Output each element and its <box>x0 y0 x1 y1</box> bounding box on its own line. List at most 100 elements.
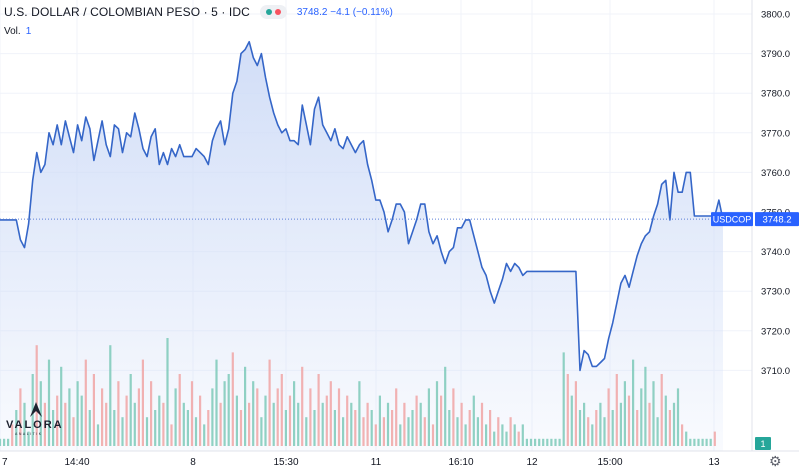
volume-bar <box>460 402 463 446</box>
volume-bar <box>162 402 165 446</box>
volume-bar <box>305 417 308 446</box>
volume-bar <box>378 395 381 446</box>
volume-bar <box>0 438 2 446</box>
volume-legend[interactable]: Vol. 1 <box>4 26 31 37</box>
volume-bar <box>705 438 708 446</box>
volume-bar <box>125 395 128 446</box>
symbol-title[interactable]: U.S. DOLLAR / COLOMBIAN PESO · 5 · IDC <box>4 5 250 19</box>
volume-bar <box>431 424 435 446</box>
volume-bar <box>583 402 586 446</box>
volume-bar <box>280 374 283 446</box>
volume-bar <box>239 410 243 446</box>
volume-bar <box>587 417 590 446</box>
volume-bar <box>182 402 185 446</box>
x-tick-label: 11 <box>371 457 382 468</box>
x-tick-label: 16:10 <box>448 457 473 468</box>
volume-bar <box>632 359 635 446</box>
volume-bar <box>611 410 614 446</box>
volume-bar <box>693 438 696 446</box>
y-tick-label: 3710.0 <box>761 366 790 377</box>
volume-bar <box>550 438 553 446</box>
volume-bar <box>697 438 700 446</box>
price-area-fill <box>0 41 723 451</box>
volume-bar <box>333 410 336 446</box>
volume-bar <box>542 438 545 446</box>
volume-bar <box>346 395 349 446</box>
symbol-label-bg <box>711 212 753 227</box>
volume-bar <box>199 395 202 446</box>
volume-bar <box>141 359 144 446</box>
volume-bar <box>407 417 410 446</box>
volume-bar <box>133 402 136 446</box>
market-status-dot-icon <box>274 9 281 15</box>
volume-bar <box>174 388 177 446</box>
volume-bar <box>578 410 582 446</box>
volume-bar <box>648 402 651 446</box>
volume-bar <box>497 417 500 446</box>
volume-bar <box>190 381 194 446</box>
valora-logo-mark-icon <box>30 402 42 417</box>
volume-bar <box>64 402 67 446</box>
volume-bar <box>76 381 79 446</box>
volume-bar <box>627 395 631 446</box>
volume-label: Vol. <box>4 26 21 37</box>
volume-bar <box>207 410 210 446</box>
volume-bar <box>325 395 328 446</box>
market-open-dot-icon <box>265 9 272 15</box>
volume-bar <box>39 381 42 446</box>
volume-bar <box>121 417 124 446</box>
volume-bar <box>468 410 471 446</box>
volume-bar <box>158 395 161 446</box>
volume-bar <box>297 402 300 446</box>
volume-bar <box>276 388 279 446</box>
volume-bar <box>386 402 390 446</box>
volume-bar <box>382 417 385 446</box>
volume-bar <box>668 410 671 446</box>
volume-bar <box>521 424 524 446</box>
market-status-indicator[interactable] <box>259 5 287 19</box>
volume-bar <box>664 395 667 446</box>
volume-bar <box>60 366 63 446</box>
volume-bar <box>640 388 643 446</box>
price-line[interactable] <box>0 40 724 372</box>
volume-bar <box>35 345 38 446</box>
volume-bar <box>570 395 573 446</box>
volume-bar <box>529 438 533 446</box>
volume-bar <box>566 374 569 446</box>
volume-bar <box>137 388 140 446</box>
volume-bar <box>293 381 296 446</box>
volume-bar <box>96 424 100 446</box>
x-tick-label: 15:30 <box>273 457 298 468</box>
volume-bar <box>427 388 430 446</box>
volume-bar <box>464 424 467 446</box>
settings-gear-icon[interactable]: ⚙ <box>769 453 782 469</box>
volume-bar <box>109 345 112 446</box>
volume-bar <box>252 381 255 446</box>
volume-bar <box>603 417 606 446</box>
volume-bar <box>231 352 234 446</box>
x-tick-label: 14:40 <box>64 457 89 468</box>
volume-bar <box>264 395 267 446</box>
volume-bar <box>301 366 304 446</box>
volume-bar <box>43 402 46 446</box>
volume-bar <box>72 417 75 446</box>
volume-bar <box>517 431 520 446</box>
volume-bar <box>505 431 508 446</box>
volume-bar <box>681 424 684 446</box>
volume-bar <box>452 388 455 446</box>
volume-bar <box>709 438 712 446</box>
volume-bar <box>444 366 447 446</box>
volume-value: 1 <box>25 26 32 37</box>
volume-bar <box>480 402 484 446</box>
volume-bar <box>178 374 181 446</box>
volume-bar <box>342 417 345 446</box>
volume-bar <box>15 410 18 446</box>
volume-bar <box>676 388 680 446</box>
volume-bar <box>129 374 132 446</box>
volume-bar <box>92 374 95 446</box>
volume-bar <box>248 402 251 446</box>
x-tick-label: 12 <box>526 457 538 468</box>
x-tick-label: 7 <box>2 457 8 468</box>
volume-bar <box>546 438 549 446</box>
